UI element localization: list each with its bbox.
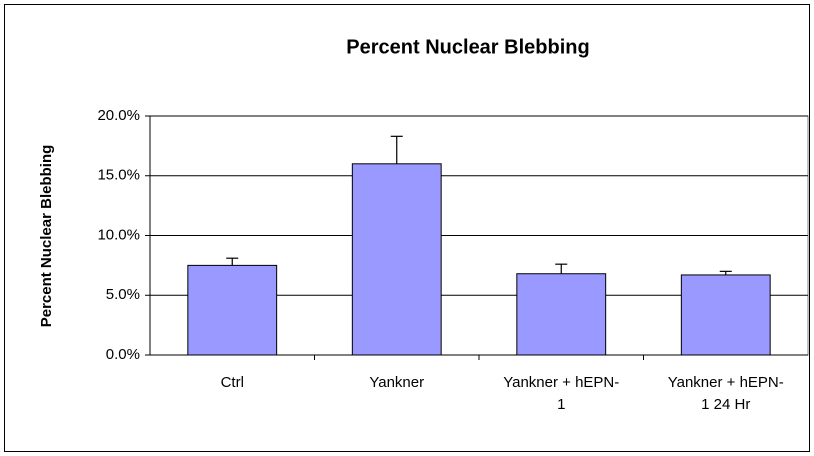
- bar: [516, 273, 607, 356]
- y-tick-label: 15.0%: [97, 167, 140, 184]
- x-tick-label: Ctrl: [220, 374, 244, 391]
- bar: [187, 264, 278, 356]
- y-tick-label: 20.0%: [97, 107, 140, 124]
- x-tick-label: Yankner + hEPN-1: [503, 374, 620, 413]
- x-tick-label: Yankner + hEPN-1 24 Hr: [667, 374, 784, 413]
- bar: [680, 274, 771, 356]
- chart-title: Percent Nuclear Blebbing: [346, 36, 589, 58]
- x-tick-label: Yankner: [369, 374, 425, 391]
- y-axis-label: Percent Nuclear Blebbing: [38, 145, 55, 328]
- bar: [351, 163, 442, 356]
- y-tick-label: 10.0%: [97, 226, 140, 243]
- y-tick-label: 0.0%: [106, 346, 140, 363]
- y-tick-label: 5.0%: [106, 286, 140, 303]
